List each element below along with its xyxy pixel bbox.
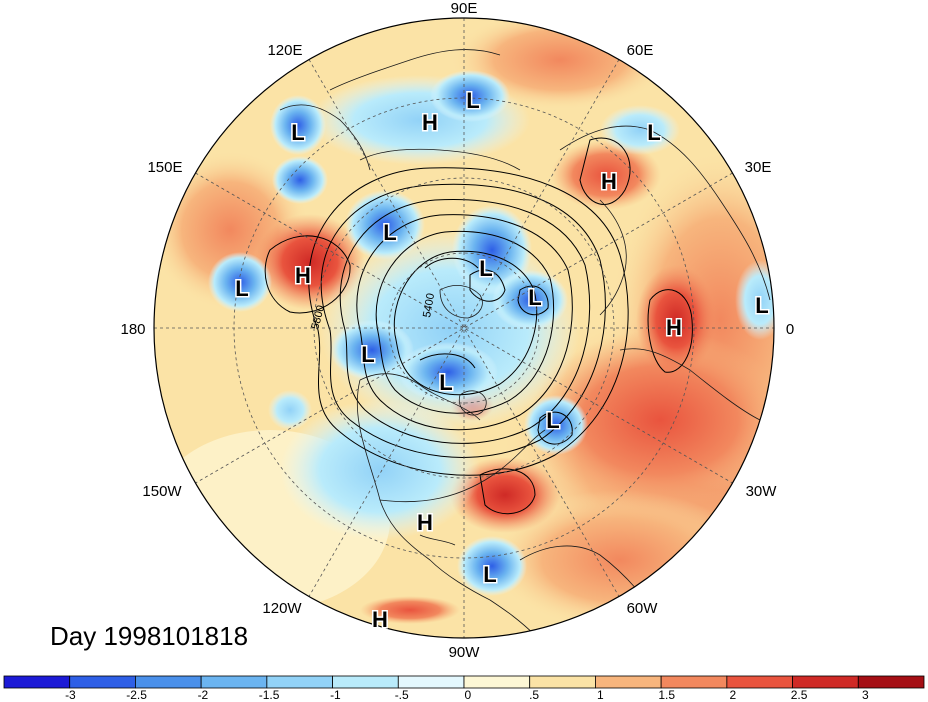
pressure-center-labels: L H L L H L L H L L L H L L L L H L H xyxy=(234,87,770,634)
colorbar-tick-label: -2.5 xyxy=(126,688,147,702)
pressure-center-low: L xyxy=(479,256,492,281)
colorbar-tick-label: 1.5 xyxy=(658,688,675,702)
colorbar-tick-label: 2 xyxy=(730,688,737,702)
pressure-center-high: H xyxy=(417,510,433,535)
colorbar-swatch xyxy=(135,675,202,689)
colorbar-swatch xyxy=(332,675,399,689)
colorbar-tick-label: 0 xyxy=(465,688,472,702)
lon-label-150e: 150E xyxy=(147,159,182,176)
colorbar-tick-labels: -3 -2.5 -2 -1.5 -1 -.5 0 .5 1 1.5 2 2.5 … xyxy=(65,688,869,702)
colorbar-tick-label: 2.5 xyxy=(791,688,808,702)
lon-label-120e: 120E xyxy=(267,42,302,59)
colorbar-swatch xyxy=(529,675,596,689)
pressure-center-low: L xyxy=(647,120,660,145)
colorbar-swatch xyxy=(200,675,268,689)
lon-label-30e: 30E xyxy=(745,159,772,176)
pressure-center-low: L xyxy=(361,342,374,367)
pressure-center-low: L xyxy=(546,408,559,433)
lon-label-90e: 90E xyxy=(451,0,478,17)
colorbar-swatch xyxy=(726,675,793,689)
lon-label-90w: 90W xyxy=(449,644,481,661)
contour-label-5400: 5400 xyxy=(421,292,437,318)
colorbar-swatch xyxy=(3,675,71,689)
pressure-center-high: H xyxy=(295,263,311,288)
pressure-center-low: L xyxy=(528,285,541,310)
colorbar-tick-label: 1 xyxy=(597,688,604,702)
pressure-center-low: L xyxy=(383,220,396,245)
map-boundary xyxy=(153,17,775,639)
height-contours xyxy=(264,137,693,515)
colorbar-swatch xyxy=(397,675,465,689)
graticule xyxy=(154,18,774,638)
lon-label-180: 180 xyxy=(120,321,145,338)
colorbar-swatch xyxy=(266,675,333,689)
pressure-center-high: H xyxy=(601,169,617,194)
anomaly-field: 5800 5400 xyxy=(154,18,774,638)
colorbar: -3 -2.5 -2 -1.5 -1 -.5 0 .5 1 1.5 2 2.5 … xyxy=(3,675,925,702)
pressure-center-high: H xyxy=(666,315,682,340)
colorbar-swatch xyxy=(69,675,136,689)
pressure-center-high: H xyxy=(422,110,438,135)
colorbar-tick-label: -3 xyxy=(65,688,76,702)
colorbar-tick-label: -2 xyxy=(198,688,209,702)
pressure-center-low: L xyxy=(466,88,479,113)
lon-label-60w: 60W xyxy=(627,600,659,617)
colorbar-swatch xyxy=(660,675,728,689)
lon-label-0: 0 xyxy=(786,321,794,338)
colorbar-tick-label: .5 xyxy=(529,688,539,702)
pressure-center-low: L xyxy=(291,120,304,145)
lon-label-30w: 30W xyxy=(746,483,778,500)
colorbar-swatch xyxy=(857,675,925,689)
lon-label-120w: 120W xyxy=(262,600,302,617)
pressure-center-low: L xyxy=(235,276,248,301)
longitude-labels: 90E 120E 60E 150E 30E 180 0 150W 30W 120… xyxy=(120,0,794,661)
colorbar-swatch xyxy=(595,675,662,689)
colorbar-tick-label: -1 xyxy=(330,688,341,702)
map-title: Day 1998101818 xyxy=(50,621,248,651)
colorbar-tick-label: -1.5 xyxy=(259,688,280,702)
pressure-center-low: L xyxy=(483,562,496,587)
colorbar-swatch xyxy=(792,675,859,689)
pressure-center-high: H xyxy=(372,607,388,632)
pressure-center-low: L xyxy=(755,293,768,318)
lon-label-60e: 60E xyxy=(627,42,654,59)
colorbar-swatch xyxy=(463,675,531,689)
colorbar-swatches xyxy=(3,675,925,689)
coastlines xyxy=(279,49,771,638)
lon-label-150w: 150W xyxy=(142,483,182,500)
pressure-center-low: L xyxy=(439,370,452,395)
colorbar-tick-label: 3 xyxy=(862,688,869,702)
colorbar-tick-label: -.5 xyxy=(395,688,409,702)
